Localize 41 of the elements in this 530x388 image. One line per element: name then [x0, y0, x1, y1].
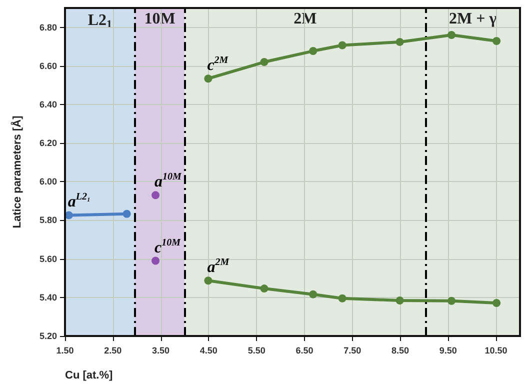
y-tick-label: 6.00 — [39, 176, 57, 187]
point — [204, 276, 212, 285]
point — [492, 36, 501, 45]
point — [309, 290, 318, 298]
y-tick-label: 6.20 — [39, 138, 57, 148]
y-tick-label: 5.60 — [39, 254, 57, 264]
y-tick-label: 6.80 — [39, 22, 57, 32]
point — [448, 31, 456, 40]
y-tick-label: 6.40 — [39, 99, 57, 110]
y-tick-label: 6.60 — [39, 60, 57, 71]
point — [260, 58, 268, 66]
band-label: 10M — [144, 10, 176, 28]
point — [152, 256, 160, 265]
point — [122, 210, 131, 218]
point — [448, 296, 456, 305]
y-tick-label: 5.40 — [39, 292, 57, 302]
band-label: 2M + γ — [448, 10, 498, 28]
x-tick-label: 3.50 — [152, 346, 170, 356]
y-axis-title: Latice parameters [Å] — [10, 115, 24, 228]
y-tick-label: 5.20 — [39, 331, 57, 341]
point — [260, 284, 268, 293]
x-tick-label: 4.50 — [200, 346, 218, 356]
x-tick-label: 9.50 — [439, 346, 457, 356]
x-tick-label: 2.50 — [104, 346, 122, 356]
x-tick-label: 7.50 — [344, 346, 362, 356]
point — [338, 294, 346, 302]
point — [396, 296, 404, 304]
band-label: 2M — [294, 10, 317, 28]
point — [338, 41, 346, 50]
point — [309, 47, 318, 56]
x-tick-label: 5.50 — [248, 346, 266, 356]
point — [152, 191, 160, 200]
y-tick-label: 5.80 — [39, 215, 57, 226]
x-tick-label: 8.50 — [392, 346, 410, 356]
point — [492, 299, 501, 308]
point — [396, 38, 404, 46]
x-axis-title: Cu [at.%] — [65, 370, 113, 382]
x-tick-label: 6.50 — [296, 346, 314, 356]
x-tick-label: 1.50 — [56, 346, 74, 356]
x-tick-label: 10.50 — [484, 346, 508, 356]
point — [204, 74, 212, 83]
